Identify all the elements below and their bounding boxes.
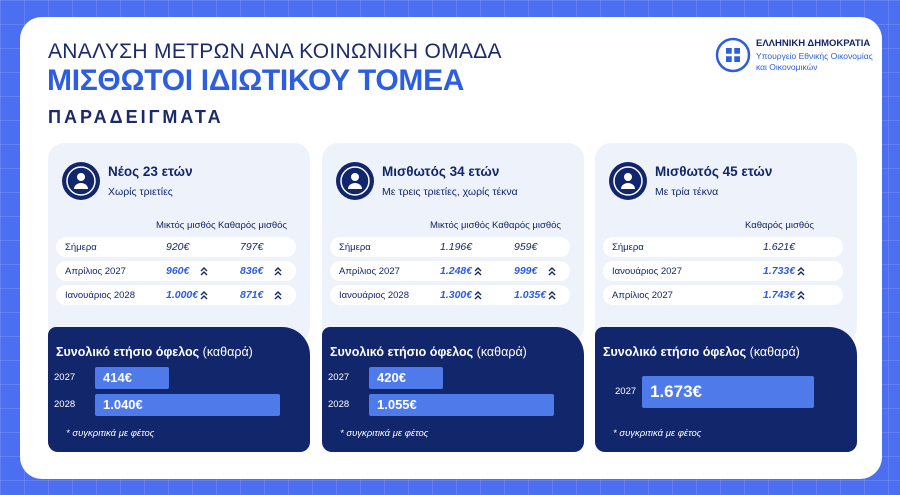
- increase-icon: [274, 291, 282, 300]
- benefit-title: Συνολικό ετήσιο όφελος (καθαρά): [330, 345, 527, 359]
- increase-icon: [797, 267, 805, 276]
- row-pill: [603, 237, 843, 257]
- benefit-bar: 1.040€: [95, 394, 280, 416]
- row-label: Σήμερα: [612, 242, 644, 253]
- row-label: Σήμερα: [339, 242, 371, 253]
- row-pill: [330, 261, 570, 281]
- row-value: 836€: [240, 265, 264, 277]
- increase-icon: [200, 267, 208, 276]
- row-value: 1.035€: [514, 289, 547, 301]
- row-value: 1.000€: [166, 289, 199, 301]
- bar-label: 1.673€: [650, 382, 702, 401]
- logo-text: ΕΛΛΗΝΙΚΗ ΔΗΜΟΚΡΑΤΙΑ: [756, 38, 871, 49]
- bar-label: 1.055€: [377, 397, 417, 412]
- benefit-bar: 1.673€: [642, 376, 814, 408]
- row-pill: [603, 261, 843, 281]
- persona-description: Με τρεις τριετίες, χωρίς τέκνα: [382, 186, 518, 198]
- row-pill: [56, 261, 296, 281]
- logo-text: και Οικονομικών: [756, 62, 818, 72]
- column-header: Καθαρός μισθός: [218, 220, 287, 231]
- row-pill: [330, 237, 570, 257]
- row-value: 959€: [514, 241, 538, 253]
- row-value: 797€: [240, 241, 264, 253]
- row-value: 1.733€: [763, 265, 796, 277]
- benefit-bar: 414€: [95, 367, 169, 389]
- row-value: 1.196€: [440, 241, 473, 253]
- column-header: Μικτός μισθός: [430, 220, 490, 231]
- bar-year: 2027: [615, 386, 637, 397]
- benefit-note: * συγκριτικά με φέτος: [340, 428, 429, 439]
- increase-icon: [797, 291, 805, 300]
- bar-label: 414€: [103, 370, 132, 385]
- bar-label: 1.040€: [103, 397, 143, 412]
- row-value: 871€: [240, 289, 264, 301]
- row-value: 960€: [166, 265, 190, 277]
- logo-text: Υπουργείο Εθνικής Οικονομίας: [756, 51, 873, 61]
- benefit-card: [322, 327, 584, 452]
- persona-description: Με τρία τέκνα: [655, 186, 719, 198]
- persona-name: Μισθωτός 34 ετών: [382, 164, 500, 179]
- row-pill: [330, 285, 570, 305]
- column-header: Μικτός μισθός: [156, 220, 216, 231]
- row-label: Απρίλιος 2027: [612, 290, 673, 301]
- benefit-title: Συνολικό ετήσιο όφελος (καθαρά): [56, 345, 253, 359]
- bar-year: 2028: [54, 399, 76, 410]
- person-icon: [62, 162, 100, 200]
- row-value: 1.621€: [763, 241, 796, 253]
- column-header: Καθαρός μισθός: [745, 220, 814, 231]
- bar-label: 420€: [377, 370, 406, 385]
- increase-icon: [474, 291, 482, 300]
- benefit-card: [48, 327, 310, 452]
- row-pill: [603, 285, 843, 305]
- increase-icon: [274, 267, 282, 276]
- row-pill: [56, 237, 296, 257]
- row-value: 999€: [514, 265, 538, 277]
- benefit-title-bold: Συνολικό ετήσιο όφελος: [330, 345, 474, 359]
- subtitle: ΜΙΣΘΩΤΟΙ ΙΔΙΩΤΙΚΟΥ ΤΟΜΕΑ: [47, 64, 465, 97]
- benefit-note: * συγκριτικά με φέτος: [613, 428, 702, 439]
- persona-description: Χωρίς τριετίες: [108, 186, 173, 198]
- increase-icon: [474, 267, 482, 276]
- bar-year: 2028: [328, 399, 350, 410]
- section-title: ΠΑΡΑΔΕΙΓΜΑΤΑ: [48, 107, 224, 127]
- row-label: Ιανουάριος 2028: [339, 290, 410, 301]
- persona-name: Νέος 23 ετών: [108, 164, 193, 179]
- increase-icon: [200, 291, 208, 300]
- benefit-title-bold: Συνολικό ετήσιο όφελος: [56, 345, 200, 359]
- increase-icon: [548, 267, 556, 276]
- person-icon: [609, 162, 647, 200]
- row-value: 1.300€: [440, 289, 473, 301]
- row-label: Απρίλιος 2027: [65, 266, 126, 277]
- row-label: Ιανουάριος 2028: [65, 290, 136, 301]
- benefit-qualifier: (καθαρά): [202, 345, 253, 359]
- increase-icon: [548, 291, 556, 300]
- row-value: 1.248€: [440, 265, 473, 277]
- bar-year: 2027: [328, 372, 350, 383]
- benefit-bar: 1.055€: [369, 394, 554, 416]
- row-pill: [56, 285, 296, 305]
- title: ΑΝΑΛΥΣΗ ΜΕΤΡΩΝ ΑΝΑ ΚΟΙΝΩΝΙΚΗ ΟΜΑΔΑ: [48, 40, 502, 63]
- logo-emblem: [715, 37, 751, 73]
- benefit-note: * συγκριτικά με φέτος: [66, 428, 155, 439]
- benefit-qualifier: (καθαρά): [749, 345, 800, 359]
- row-label: Σήμερα: [65, 242, 97, 253]
- bar-year: 2027: [54, 372, 76, 383]
- column-header: Καθαρός μισθός: [492, 220, 561, 231]
- row-value: 920€: [166, 241, 190, 253]
- row-label: Απρίλιος 2027: [339, 266, 400, 277]
- benefit-title: Συνολικό ετήσιο όφελος (καθαρά): [603, 345, 800, 359]
- benefit-title-bold: Συνολικό ετήσιο όφελος: [603, 345, 747, 359]
- row-value: 1.743€: [763, 289, 796, 301]
- benefit-bar: 420€: [369, 367, 443, 389]
- person-icon: [336, 162, 374, 200]
- row-label: Ιανουάριος 2027: [612, 266, 683, 277]
- benefit-qualifier: (καθαρά): [476, 345, 527, 359]
- persona-name: Μισθωτός 45 ετών: [655, 164, 773, 179]
